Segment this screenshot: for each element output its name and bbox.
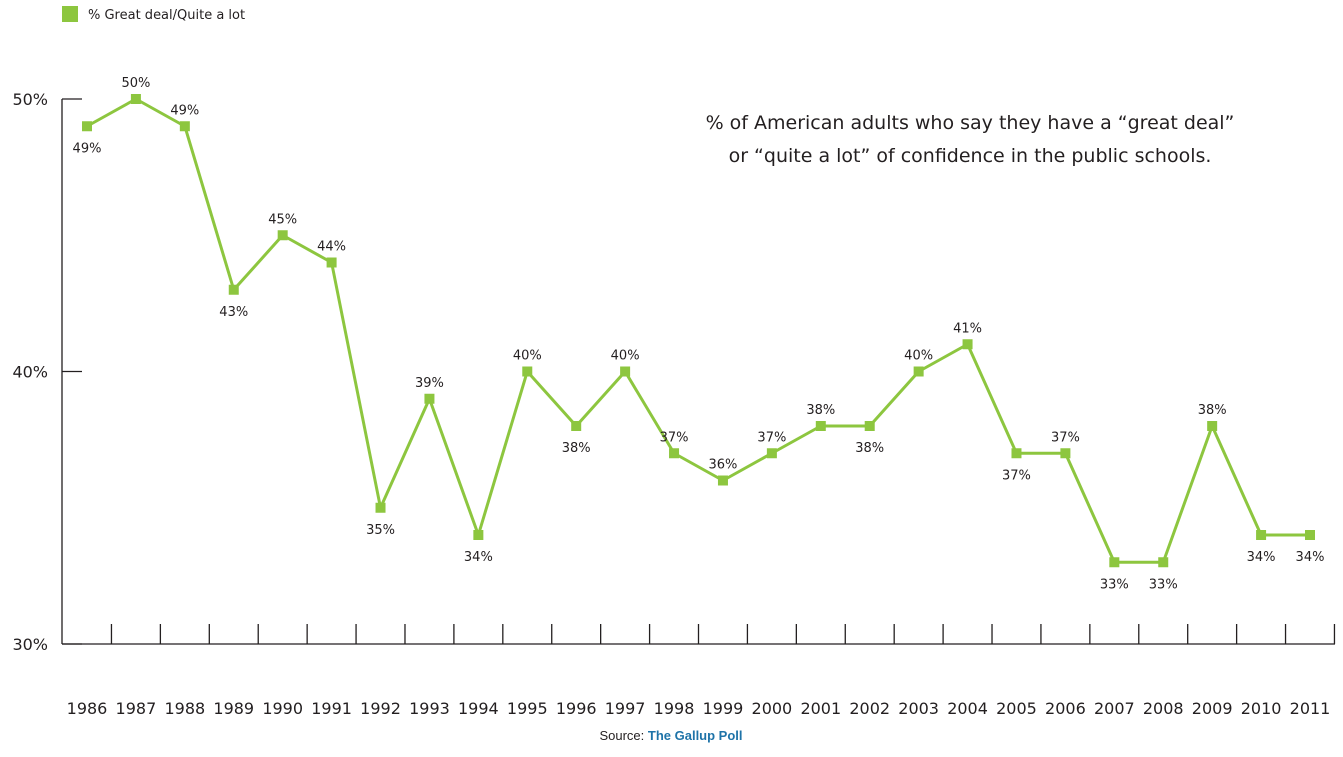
data-point [669, 448, 680, 459]
data-point [424, 393, 435, 404]
data-point [815, 421, 826, 431]
x-tick-label: 2004 [947, 699, 988, 718]
data-label: 38% [1198, 403, 1227, 418]
x-tick-label: 1989 [213, 699, 254, 718]
x-tick-label: 1995 [507, 699, 548, 718]
x-tick-label: 1987 [116, 699, 157, 718]
x-tick-label: 2007 [1094, 699, 1135, 718]
data-label: 40% [611, 349, 640, 364]
data-label: 41% [953, 321, 982, 336]
annotation-line-1: % of American adults who say they have a… [706, 112, 1235, 134]
data-point [766, 448, 777, 459]
y-tick-label: 40% [12, 363, 48, 382]
data-label: 38% [806, 403, 835, 418]
x-tick-label: 2006 [1045, 699, 1086, 718]
data-point [82, 121, 92, 132]
x-tick-label: 2008 [1143, 699, 1184, 718]
source-prefix: Source: [599, 728, 647, 743]
legend-swatch [62, 6, 78, 22]
data-point [864, 421, 875, 431]
data-label: 50% [121, 76, 150, 91]
x-tick-label: 2010 [1241, 699, 1282, 718]
data-label: 39% [415, 376, 444, 391]
series-layer [82, 94, 1315, 568]
data-label: 43% [219, 305, 248, 320]
data-point [913, 366, 924, 377]
x-tick-label: 1999 [703, 699, 744, 718]
data-label: 33% [1149, 577, 1178, 592]
data-point [571, 421, 582, 431]
data-point [326, 257, 337, 268]
data-label: 45% [268, 212, 297, 227]
data-label: 49% [170, 103, 199, 118]
data-point [473, 530, 484, 540]
data-point [1305, 530, 1315, 540]
data-point [1011, 448, 1022, 459]
data-label: 34% [1296, 550, 1325, 565]
data-label: 40% [904, 349, 933, 364]
x-tick-label: 2001 [800, 699, 841, 718]
legend: % Great deal/Quite a lot [62, 6, 245, 23]
data-label: 49% [73, 141, 102, 156]
data-point [179, 121, 190, 132]
x-tick-label: 1998 [654, 699, 695, 718]
data-point [130, 94, 141, 104]
y-tick-label: 50% [12, 90, 48, 109]
x-tick-label: 1994 [458, 699, 499, 718]
x-tick-label: 1990 [262, 699, 303, 718]
x-tick-label: 1996 [556, 699, 597, 718]
x-tick-label: 1997 [605, 699, 646, 718]
data-point [1109, 557, 1120, 568]
data-label: 35% [366, 523, 395, 538]
data-point [620, 366, 631, 377]
source-line: Source: The Gallup Poll [599, 728, 742, 743]
x-tick-label: 2005 [996, 699, 1037, 718]
annotation-line-2: or “quite a lot” of confidence in the pu… [729, 145, 1212, 167]
legend-label: % Great deal/Quite a lot [88, 8, 245, 23]
data-label: 44% [317, 240, 346, 255]
data-label: 37% [1002, 468, 1031, 483]
data-label: 37% [757, 430, 786, 445]
data-label: 40% [513, 349, 542, 364]
data-labels: 49% 50% 49% 43% 45% 44% 35% 39% 34% 40% 38% 40% 37% 3… [73, 76, 1325, 592]
x-tick-label: 2009 [1192, 699, 1233, 718]
series-line [86, 97, 1310, 564]
data-label: 34% [464, 550, 493, 565]
data-point [228, 284, 239, 295]
data-label: 38% [855, 441, 884, 456]
data-point [1207, 421, 1218, 431]
x-tick-label: 1988 [164, 699, 205, 718]
x-tick-label: 1991 [311, 699, 352, 718]
data-label: 36% [709, 458, 738, 473]
data-point [375, 502, 386, 513]
data-point [717, 475, 728, 486]
x-tick-label: 2000 [752, 699, 793, 718]
annotation: % of American adults who say they have a… [706, 112, 1235, 167]
x-tick-label: 2003 [898, 699, 939, 718]
data-label: 34% [1247, 550, 1276, 565]
x-tick-label: 2011 [1290, 699, 1331, 718]
source-name: The Gallup Poll [648, 728, 743, 743]
x-tick-label: 1993 [409, 699, 450, 718]
data-point [522, 366, 533, 377]
x-axis-ticks: 1986 1987 1988 1989 1990 1991 1992 1993 1994 1995… [67, 624, 1336, 718]
data-label: 38% [562, 441, 591, 456]
data-label: 33% [1100, 577, 1129, 592]
data-point [277, 230, 288, 241]
x-tick-label: 2002 [849, 699, 890, 718]
y-tick-label: 30% [12, 635, 48, 654]
x-tick-label: 1992 [360, 699, 401, 718]
y-axis-ticks: 30% 40% 50% [12, 90, 82, 654]
data-label: 37% [1051, 430, 1080, 445]
x-tick-label: 1986 [67, 699, 108, 718]
data-point [1256, 530, 1267, 540]
data-point [1158, 557, 1169, 568]
data-label: 37% [660, 430, 689, 445]
data-point [962, 339, 973, 350]
data-point [1060, 448, 1071, 459]
